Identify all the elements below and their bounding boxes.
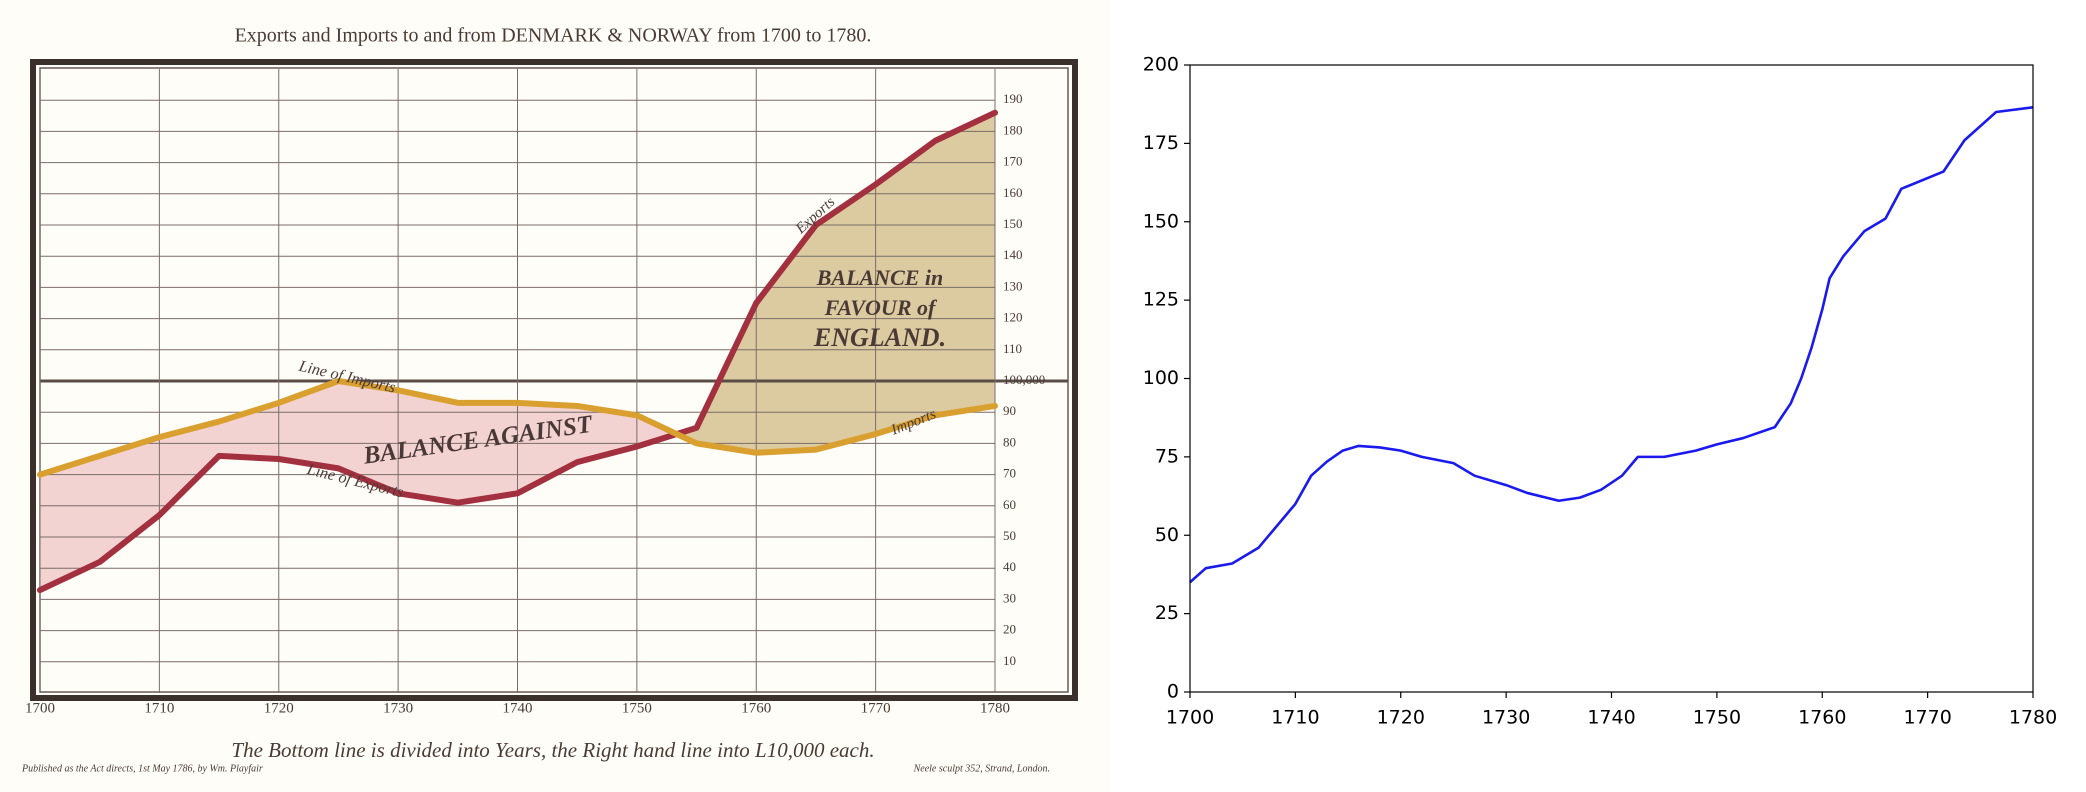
y-tick-label: 90 (1003, 403, 1016, 418)
y-tick-label: 70 (1003, 466, 1016, 481)
x-tick-label: 1740 (503, 700, 533, 716)
y-tick-label: 50 (1155, 524, 1179, 546)
y-tick-label: 160 (1003, 185, 1023, 200)
x-tick-label: 1780 (980, 700, 1010, 716)
footer-right: Neele sculpt 352, Strand, London. (913, 763, 1050, 774)
y-tick-label: 175 (1143, 132, 1179, 154)
y-tick-label: 150 (1003, 216, 1023, 231)
y-tick-label: 110 (1003, 341, 1022, 356)
series-line (1189, 106, 2034, 584)
x-tick-label: 1730 (383, 700, 413, 716)
y-tick-label: 100 (1143, 367, 1179, 389)
y-tick-label: 25 (1155, 602, 1179, 624)
series-line (37, 109, 998, 594)
chart-title: Exports and Imports to and from DENMARK … (235, 25, 872, 47)
annotation: BALANCE in (816, 265, 944, 290)
x-tick-label: 1770 (1903, 707, 1951, 729)
x-tick-label: 1700 (25, 700, 55, 716)
x-tick-label: 1770 (861, 700, 891, 716)
x-tick-label: 1740 (1587, 707, 1635, 729)
x-tick-label: 1720 (1377, 707, 1425, 729)
y-tick-label: 60 (1003, 497, 1016, 512)
footer-left: Published as the Act directs, 1st May 17… (21, 763, 263, 774)
y-tick-label: 80 (1003, 434, 1016, 449)
x-tick-label: 1720 (264, 700, 294, 716)
series-line (37, 378, 998, 478)
y-tick-label: 170 (1003, 154, 1023, 169)
y-tick-label: 20 (1003, 622, 1016, 637)
line-chart: 0 25 50 75 100 125 150 175 200 1700 1710 1720 1730 17… (1143, 54, 2057, 729)
y-tick-label: 150 (1143, 210, 1179, 232)
axes-frame (1189, 64, 2034, 693)
x-tick-label: 1760 (741, 700, 771, 716)
x-tick-label: 1750 (1693, 707, 1741, 729)
y-tick-label: 30 (1003, 590, 1016, 605)
x-tick-label: 1760 (1798, 707, 1846, 729)
balance-fill (935, 112, 996, 416)
y-tick-label: 10 (1003, 653, 1016, 668)
x-tick-label: 1710 (1271, 707, 1319, 729)
x-tick-label: 1700 (1166, 707, 1214, 729)
y-tick-label: 0 (1167, 681, 1179, 703)
annotation: ENGLAND. (813, 323, 946, 352)
y-tick-label: 100,000 (1003, 372, 1045, 387)
y-tick-label: 180 (1003, 122, 1023, 137)
annotation: FAVOUR of (824, 295, 938, 320)
y-tick-label: 190 (1003, 91, 1023, 106)
x-tick-label: 1730 (1482, 707, 1530, 729)
x-tick-label: 1750 (622, 700, 652, 716)
y-tick-label: 130 (1003, 278, 1023, 293)
x-tick-label: 1710 (144, 700, 174, 716)
frame (30, 59, 1078, 701)
x-tick-label: 1780 (2009, 707, 2057, 729)
caption: The Bottom line is divided into Years, t… (231, 738, 874, 762)
y-tick-label: 75 (1155, 445, 1179, 467)
y-tick-label: 50 (1003, 528, 1016, 543)
y-tick-label: 140 (1003, 247, 1023, 262)
y-tick-label: 125 (1143, 289, 1179, 311)
y-tick-label: 200 (1143, 54, 1179, 76)
playfair-chart: Exports and Imports to and from DENMARK … (21, 24, 1078, 775)
y-tick-label: 120 (1003, 310, 1023, 325)
y-tick-label: 40 (1003, 559, 1016, 574)
